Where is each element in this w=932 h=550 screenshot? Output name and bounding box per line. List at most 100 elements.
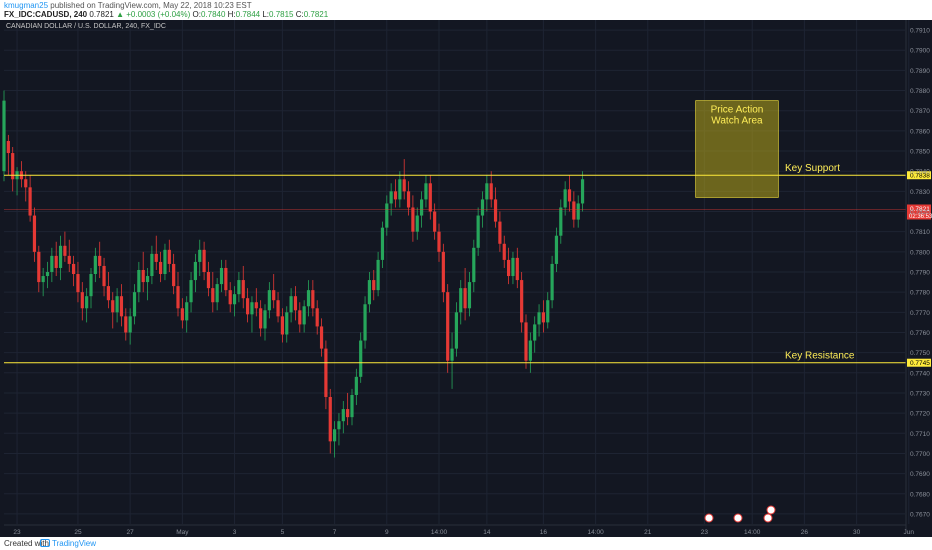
candle-body: [428, 183, 432, 212]
open-value: 0.7840: [200, 10, 226, 19]
candle-body: [276, 300, 280, 317]
x-tick-label: 14:00: [431, 529, 448, 536]
y-tick-label: 0.7750: [910, 350, 930, 357]
low-label: L:: [262, 10, 270, 19]
candle-body: [150, 253, 154, 277]
candle-body: [337, 421, 341, 430]
y-tick-label: 0.7670: [910, 511, 930, 518]
candle-body: [119, 296, 124, 317]
candle-body: [215, 284, 219, 303]
candle-body: [58, 245, 63, 268]
candle-body: [319, 326, 324, 349]
level-price-label: 0.7838: [910, 173, 930, 180]
candle-body: [137, 269, 141, 293]
candle-body: [154, 253, 158, 262]
author-link[interactable]: kmugman25: [4, 1, 49, 10]
candle-body: [541, 312, 545, 323]
high-value: 0.7844: [235, 10, 261, 19]
candle-body: [580, 179, 585, 204]
candle-body: [298, 310, 302, 325]
candle-body: [176, 286, 180, 309]
candle-body: [2, 100, 6, 172]
candle-body: [328, 396, 332, 442]
candle-body: [145, 276, 150, 283]
candle-body: [180, 308, 184, 321]
candle-body: [559, 207, 563, 236]
y-tick-label: 0.7730: [910, 390, 930, 397]
candle-body: [572, 201, 576, 220]
candles-layer: [2, 90, 585, 458]
event-flag-icon: [733, 513, 743, 523]
candle-body: [228, 290, 232, 305]
candle-body: [128, 316, 132, 333]
x-tick-label: 25: [74, 529, 82, 536]
candle-body: [102, 265, 106, 287]
tradingview-logo[interactable]: TradingView: [40, 539, 96, 548]
candle-body: [333, 429, 337, 442]
event-flag-icon: [704, 513, 714, 523]
y-tick-label: 0.7870: [910, 108, 930, 115]
x-tick-label: 14:00: [744, 529, 761, 536]
y-tick-label: 0.7720: [910, 411, 930, 418]
candle-body: [202, 249, 206, 272]
candle-body: [467, 282, 472, 309]
tradingview-logo-icon: [40, 539, 50, 547]
candle-body: [498, 221, 502, 244]
candle-body: [54, 255, 58, 268]
candle-body: [41, 276, 45, 283]
candle-body: [363, 304, 367, 341]
candle-body: [446, 292, 450, 361]
candle-body: [163, 249, 167, 275]
candle-body: [76, 274, 80, 293]
candle-body: [24, 179, 28, 188]
candle-body: [115, 296, 119, 313]
candle-body: [63, 245, 67, 256]
candle-body: [441, 251, 445, 293]
candle-body: [480, 199, 485, 216]
candle-body: [415, 215, 419, 232]
y-tick-label: 0.7800: [910, 249, 930, 256]
x-tick-label: 27: [127, 529, 135, 536]
price-axis[interactable]: 0.7910 0.7900 0.7890 0.7880 0.7870 0.7860 0.78…: [905, 20, 930, 530]
y-tick-label: 0.7770: [910, 310, 930, 317]
watch-zone-label: Watch Area: [711, 116, 763, 127]
publish-text: published on TradingView.com, May 22, 20…: [50, 1, 252, 10]
candle-body: [420, 199, 424, 216]
candle-body: [502, 243, 506, 260]
high-label: H:: [227, 10, 236, 19]
x-tick-label: Jun: [904, 529, 915, 536]
symbol-label: FX_IDC:CADUSD, 240: [4, 10, 88, 19]
y-tick-label: 0.7830: [910, 189, 930, 196]
candle-body: [237, 280, 241, 295]
candle-body: [459, 288, 463, 313]
candle-body: [80, 292, 84, 309]
open-label: O:: [192, 10, 201, 19]
candle-body: [554, 235, 559, 264]
time-axis[interactable]: 23 25 27 May 3 5 7 9 14:00 14 16 14:00 21 23 14:00 26 30…: [4, 524, 915, 536]
candle-body: [402, 179, 406, 192]
candle-body: [515, 257, 519, 281]
candle-body: [398, 179, 402, 200]
x-tick-label: May: [176, 529, 189, 536]
candle-body: [472, 247, 476, 283]
y-tick-label: 0.7710: [910, 431, 930, 438]
candle-body: [241, 280, 245, 299]
candle-body: [219, 267, 224, 285]
candle-body: [507, 259, 511, 277]
footer-bar: Created with TradingView: [0, 537, 932, 550]
candle-body: [285, 312, 289, 335]
y-tick-label: 0.7860: [910, 128, 930, 135]
created-with-text: Created with: [4, 539, 49, 548]
candle-body: [476, 215, 480, 248]
candle-body: [493, 199, 498, 222]
candle-body: [302, 306, 306, 325]
candle-body: [393, 191, 398, 200]
y-tick-label: 0.7680: [910, 491, 930, 498]
candle-body: [376, 259, 380, 291]
x-tick-label: 23: [13, 529, 21, 536]
candle-body: [315, 308, 319, 327]
candle-body: [267, 290, 271, 311]
